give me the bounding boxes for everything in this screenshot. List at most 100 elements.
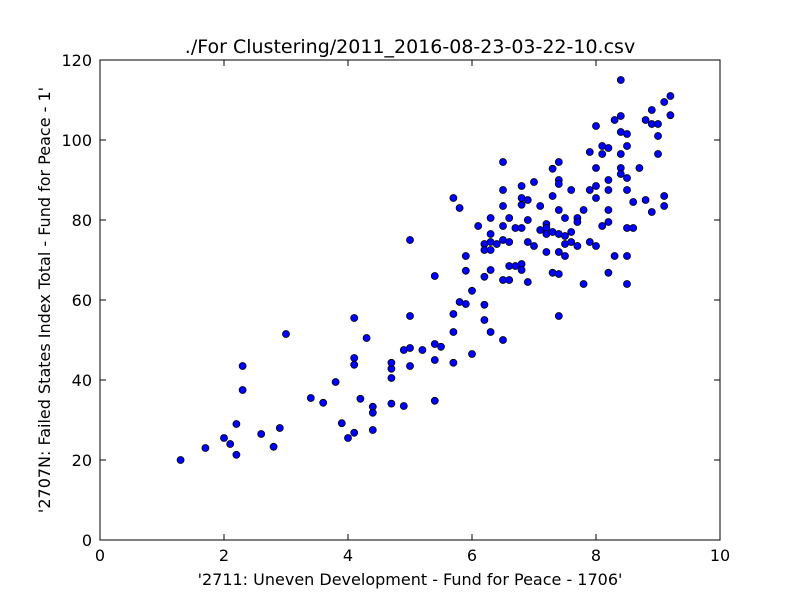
scatter-point — [598, 150, 607, 158]
scatter-point — [592, 122, 600, 130]
scatter-point — [486, 246, 495, 254]
scatter-point — [319, 398, 328, 407]
scatter-point — [350, 428, 359, 437]
scatter-point — [592, 164, 600, 172]
scatter-point — [406, 362, 414, 370]
scatter-point — [666, 111, 675, 120]
scatter-point — [238, 386, 247, 394]
scatter-point — [567, 186, 576, 194]
scatter-point — [486, 214, 495, 222]
scatter-point — [499, 158, 507, 166]
scatter-point — [257, 430, 266, 438]
scatter-point — [226, 440, 235, 448]
scatter-point — [548, 164, 557, 173]
y-tick-label: 40 — [72, 371, 92, 390]
scatter-point — [474, 222, 483, 230]
scatter-point — [616, 76, 625, 84]
scatter-point — [449, 328, 458, 336]
scatter-point — [585, 148, 594, 156]
scatter-point — [666, 92, 675, 100]
scatter-point — [331, 378, 340, 386]
scatter-point — [505, 276, 514, 284]
x-tick-label: 0 — [95, 546, 105, 565]
scatter-point — [604, 176, 613, 184]
scatter-point — [238, 362, 247, 370]
scatter-point — [641, 116, 650, 124]
scatter-point — [554, 206, 563, 214]
scatter-point — [406, 312, 414, 320]
scatter-point — [387, 374, 396, 382]
scatter-point — [282, 330, 290, 338]
scatter-point — [480, 300, 489, 309]
scatter-point — [660, 202, 669, 210]
scatter-point — [536, 202, 545, 210]
scatter-point — [523, 278, 532, 286]
scatter-point — [604, 144, 613, 152]
scatter-point — [561, 252, 569, 260]
scatter-point — [548, 192, 557, 200]
scatter-point — [275, 424, 284, 432]
scatter-point — [542, 248, 551, 256]
x-tick-label: 2 — [219, 546, 229, 565]
scatter-point — [641, 196, 650, 204]
scatter-point — [616, 150, 625, 158]
scatter-point — [350, 314, 359, 322]
scatter-point — [592, 242, 600, 250]
scatter-point — [579, 280, 588, 288]
scatter-point — [399, 402, 408, 410]
scatter-point — [344, 434, 352, 442]
scatter-point — [623, 252, 631, 260]
scatter-point — [598, 222, 607, 230]
y-axis-label: '2707N: Failed States Index Total - Fund… — [35, 87, 54, 513]
scatter-point — [232, 420, 241, 428]
scatter-point — [517, 200, 526, 209]
scatter-point — [585, 186, 594, 194]
scatter-point — [468, 286, 476, 295]
scatter-point — [499, 202, 507, 210]
scatter-point — [517, 182, 526, 190]
scatter-point — [523, 216, 532, 224]
scatter-point — [368, 408, 377, 417]
points-layer — [176, 76, 675, 464]
scatter-point — [554, 180, 563, 188]
y-tick-label: 120 — [61, 51, 92, 70]
scatter-point — [306, 394, 315, 402]
y-tick-label: 20 — [72, 451, 92, 470]
scatter-point — [616, 170, 625, 178]
scatter-point — [437, 342, 445, 351]
scatter-point — [449, 310, 458, 318]
scatter-point — [592, 194, 600, 202]
x-tick-label: 4 — [343, 546, 353, 565]
scatter-point — [561, 232, 569, 240]
scatter-point — [449, 358, 458, 367]
scatter-point — [356, 394, 365, 403]
scatter-point — [623, 280, 631, 288]
scatter-point — [623, 186, 631, 194]
scatter-point — [654, 132, 662, 140]
scatter-point — [654, 150, 662, 158]
scatter-point — [604, 268, 613, 277]
scatter-point — [517, 266, 526, 274]
scatter-point — [406, 236, 414, 244]
y-tick-label: 100 — [61, 131, 92, 150]
scatter-point — [567, 238, 576, 246]
scatter-point — [430, 396, 439, 405]
scatter-point — [585, 238, 594, 246]
scatter-point — [176, 456, 185, 464]
scatter-point — [505, 214, 514, 222]
scatter-point — [499, 186, 507, 194]
scatter-point — [220, 434, 228, 442]
scatter-point — [406, 344, 414, 352]
scatter-point — [623, 174, 631, 182]
scatter-point — [623, 130, 631, 138]
scatter-point — [499, 222, 507, 230]
scatter-point — [461, 266, 470, 275]
scatter-point — [523, 238, 532, 246]
scatter-point — [480, 316, 489, 324]
scatter-point — [660, 192, 669, 200]
y-tick-label: 60 — [72, 291, 92, 310]
scatter-point — [201, 444, 210, 452]
scatter-point — [561, 214, 569, 222]
x-axis-label: '2711: Uneven Development - Fund for Pea… — [198, 570, 623, 589]
scatter-point — [629, 198, 638, 206]
